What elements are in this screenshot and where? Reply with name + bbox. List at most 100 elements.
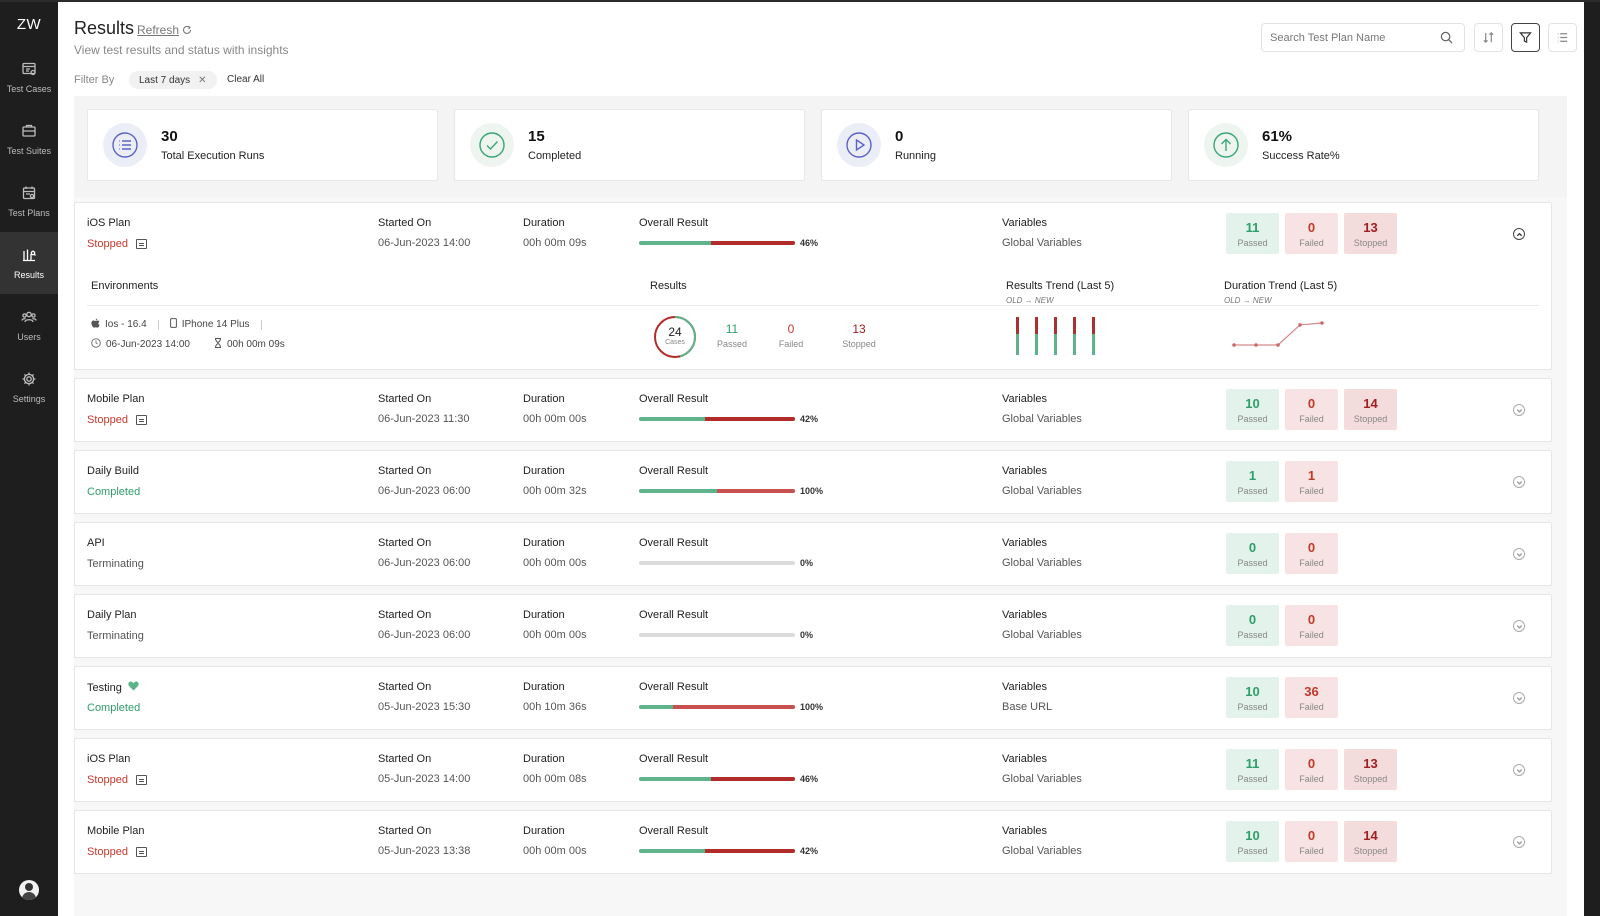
results-donut-chart bbox=[653, 315, 697, 359]
result-progress-bar bbox=[639, 417, 795, 421]
variables-label: Variables bbox=[1002, 825, 1048, 837]
stopped-count: 13 bbox=[1363, 755, 1378, 771]
passed-segment bbox=[639, 705, 674, 709]
window-edge bbox=[1584, 2, 1600, 916]
total-cases: 24 bbox=[668, 325, 682, 339]
variables-value[interactable]: Global Variables bbox=[1002, 773, 1082, 785]
stopped-count: 13 bbox=[1363, 219, 1378, 235]
plan-name-label: Mobile Plan bbox=[87, 393, 145, 405]
expand-button[interactable] bbox=[1513, 404, 1525, 416]
duration-value: 00h 00m 09s bbox=[523, 237, 587, 249]
results-icon bbox=[21, 247, 37, 270]
result-row[interactable]: Testing Completed Started On 05-Jun-2023 15… bbox=[74, 666, 1552, 730]
expand-button[interactable] bbox=[1513, 692, 1525, 704]
started-on-label: Started On bbox=[378, 393, 432, 405]
sidebar-item-test-plans[interactable]: Test Plans bbox=[0, 170, 58, 232]
variables-value[interactable]: Global Variables bbox=[1002, 845, 1082, 857]
search-icon[interactable] bbox=[1440, 31, 1453, 44]
trend-bar-stopped bbox=[1054, 317, 1057, 335]
result-progress-bar bbox=[639, 633, 795, 637]
sidebar-item-test-suites[interactable]: Test Suites bbox=[0, 108, 58, 170]
expand-button[interactable] bbox=[1513, 620, 1525, 632]
failed-segment bbox=[673, 705, 795, 709]
results-trend-axis: OLD → NEW bbox=[1006, 296, 1054, 305]
failed-label: Failed bbox=[1299, 413, 1324, 424]
result-row[interactable]: iOS Plan Stopped Started On 06-Jun-2023 14:… bbox=[74, 202, 1552, 370]
expand-button[interactable] bbox=[1513, 764, 1525, 776]
variables-value[interactable]: Global Variables bbox=[1002, 413, 1082, 425]
result-percent: 100% bbox=[800, 486, 824, 496]
collapse-button[interactable] bbox=[1513, 228, 1525, 240]
device-name: IPhone 14 Plus bbox=[181, 319, 250, 330]
status-badge: Stopped bbox=[87, 846, 147, 858]
expand-button[interactable] bbox=[1513, 836, 1525, 848]
result-row-header: iOS Plan Stopped Started On 06-Jun-2023 14:… bbox=[75, 203, 1551, 267]
sidebar-item-settings[interactable]: Settings bbox=[0, 356, 58, 418]
play-icon bbox=[837, 123, 881, 167]
sidebar-item-test-cases[interactable]: Test Cases bbox=[0, 46, 58, 108]
expand-button[interactable] bbox=[1513, 548, 1525, 560]
variables-value[interactable]: Base URL bbox=[1002, 701, 1053, 713]
chevron-down-icon bbox=[1516, 552, 1522, 557]
failed-label: Failed bbox=[1299, 629, 1324, 640]
status-label: Terminating bbox=[87, 558, 144, 570]
overall-result-label: Overall Result bbox=[639, 393, 709, 405]
stopped-count-badge: 13 Stopped bbox=[1344, 749, 1397, 790]
page-title: Results bbox=[74, 18, 135, 38]
passed-count-badge: 10 Passed bbox=[1226, 821, 1279, 862]
result-failed-count: 0 Failed bbox=[766, 322, 816, 349]
started-on-label: Started On bbox=[378, 217, 432, 229]
filter-button[interactable] bbox=[1511, 23, 1540, 52]
failed-segment bbox=[717, 489, 795, 493]
status-badge: Completed bbox=[87, 486, 140, 498]
failed-label: Failed bbox=[778, 339, 804, 349]
list-view-button[interactable] bbox=[1548, 23, 1577, 52]
result-row[interactable]: iOS Plan Stopped Started On 05-Jun-2023 14:… bbox=[74, 738, 1552, 802]
comment-icon[interactable] bbox=[135, 775, 147, 785]
plan-name-label: API bbox=[87, 537, 105, 549]
result-row[interactable]: API Terminating Started On 06-Jun-2023 06:0… bbox=[74, 522, 1552, 586]
result-row[interactable]: Mobile Plan Stopped Started On 05-Jun-2023 … bbox=[74, 810, 1552, 874]
expand-button[interactable] bbox=[1513, 476, 1525, 488]
result-row-header: Mobile Plan Stopped Started On 05-Jun-2023 … bbox=[75, 811, 1551, 875]
clear-all-link[interactable]: Clear All bbox=[227, 74, 265, 85]
comment-icon[interactable] bbox=[135, 847, 147, 857]
sort-icon bbox=[1483, 32, 1494, 43]
passed-segment bbox=[639, 777, 711, 781]
environment-device: Ios - 16.4 IPhone 14 Plus bbox=[91, 318, 268, 331]
sidebar-item-results[interactable]: Results bbox=[0, 232, 58, 294]
variables-value[interactable]: Global Variables bbox=[1002, 629, 1082, 641]
started-on-label: Started On bbox=[378, 537, 432, 549]
trend-bar-stopped bbox=[1092, 317, 1095, 335]
status-badge: Completed bbox=[87, 702, 140, 714]
comment-icon[interactable] bbox=[135, 239, 147, 249]
comment-icon[interactable] bbox=[135, 415, 147, 425]
refresh-button[interactable]: Refresh bbox=[137, 23, 192, 37]
close-icon[interactable]: ✕ bbox=[198, 74, 207, 86]
stopped-count: 13 bbox=[852, 322, 866, 336]
variables-value[interactable]: Global Variables bbox=[1002, 485, 1082, 497]
hourglass-icon bbox=[214, 338, 222, 351]
duration-label: Duration bbox=[523, 609, 565, 621]
settings-icon bbox=[21, 371, 37, 394]
result-row[interactable]: Daily Build Completed Started On 06-Jun-202… bbox=[74, 450, 1552, 514]
plan-name-label: Daily Plan bbox=[87, 609, 137, 621]
user-avatar[interactable] bbox=[19, 880, 39, 900]
variables-label: Variables bbox=[1002, 465, 1048, 477]
sort-button[interactable] bbox=[1474, 23, 1503, 52]
sidebar-item-users[interactable]: Users bbox=[0, 294, 58, 356]
result-row-header: API Terminating Started On 06-Jun-2023 06:0… bbox=[75, 523, 1551, 587]
overall-result-label: Overall Result bbox=[639, 537, 709, 549]
overall-result-label: Overall Result bbox=[639, 609, 709, 621]
duration-label: Duration bbox=[523, 753, 565, 765]
phone-icon bbox=[169, 318, 177, 331]
search-input[interactable] bbox=[1270, 31, 1440, 44]
result-row[interactable]: Mobile Plan Stopped Started On 06-Jun-2023 … bbox=[74, 378, 1552, 442]
stopped-count-badge: 14 Stopped bbox=[1344, 821, 1397, 862]
variables-value[interactable]: Global Variables bbox=[1002, 237, 1082, 249]
result-row[interactable]: Daily Plan Terminating Started On 06-Jun-20… bbox=[74, 594, 1552, 658]
heart-icon bbox=[128, 681, 139, 694]
variables-value[interactable]: Global Variables bbox=[1002, 557, 1082, 569]
failed-count: 0 bbox=[1307, 611, 1316, 627]
filter-chip[interactable]: Last 7 days ✕ bbox=[129, 71, 217, 89]
